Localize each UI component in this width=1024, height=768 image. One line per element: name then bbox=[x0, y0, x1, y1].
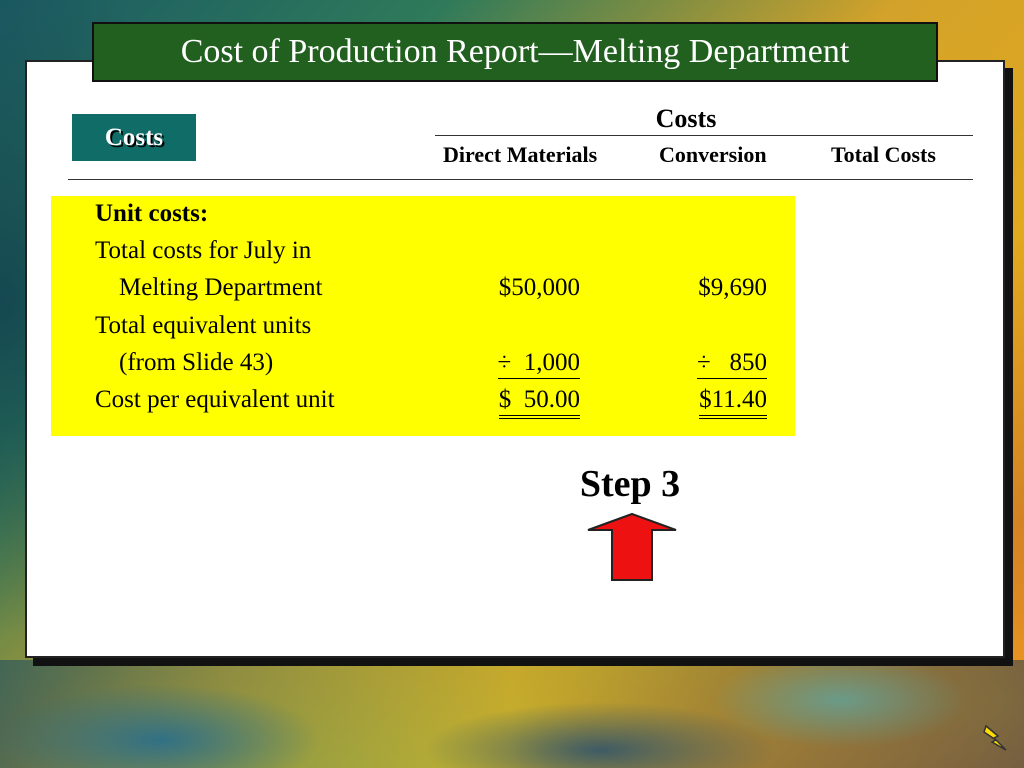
background-decoration bbox=[0, 660, 1024, 768]
up-arrow-icon bbox=[587, 512, 677, 581]
row-label-from-slide: (from Slide 43) bbox=[119, 349, 274, 376]
column-header-conversion: Conversion bbox=[659, 142, 767, 167]
direct-materials-cost-per-unit: $ 50.00 bbox=[498, 386, 580, 419]
header-rule bbox=[68, 179, 973, 180]
direct-materials-equivalent-units: ÷ 1,000 bbox=[497, 349, 580, 379]
column-header-total-costs: Total Costs bbox=[831, 142, 936, 167]
section-badge-label: Costs bbox=[104, 123, 164, 151]
row-label-cost-per-equivalent-unit: Cost per equivalent unit bbox=[95, 386, 335, 413]
slide-title: Cost of Production Report—Melting Depart… bbox=[180, 33, 850, 70]
conversion-equivalent-units: ÷ 850 bbox=[697, 349, 767, 379]
direct-materials-total-costs: $50,000 bbox=[498, 274, 580, 301]
lightning-bolt-icon bbox=[983, 724, 1007, 751]
column-group-header: Costs bbox=[655, 104, 717, 133]
step-label: Step 3 bbox=[579, 463, 681, 505]
row-label-total-equivalent-units: Total equivalent units bbox=[95, 312, 312, 339]
conversion-cost-per-unit: $11.40 bbox=[699, 386, 767, 419]
title-bar: Cost of Production Report—Melting Depart… bbox=[92, 22, 938, 82]
section-badge: Costs bbox=[72, 114, 196, 161]
group-header-rule bbox=[435, 135, 973, 136]
unit-costs-highlight bbox=[51, 196, 795, 436]
row-label-total-costs-july: Total costs for July in bbox=[95, 237, 312, 264]
column-header-direct-materials: Direct Materials bbox=[443, 142, 598, 167]
row-label-unit-costs: Unit costs: bbox=[95, 200, 209, 227]
conversion-total-costs: $9,690 bbox=[698, 274, 767, 301]
row-label-melting-department: Melting Department bbox=[119, 274, 323, 301]
